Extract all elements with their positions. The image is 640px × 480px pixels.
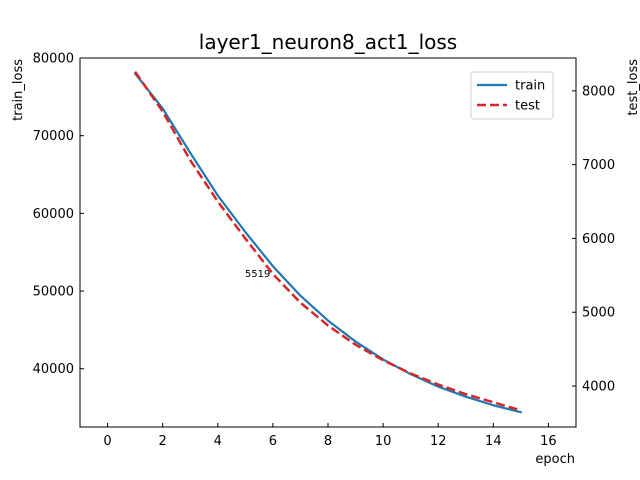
x-tick-label: 2: [159, 434, 167, 449]
left-y-axis-label: train_loss: [11, 59, 26, 121]
legend-label-train: train: [515, 79, 545, 94]
x-axis-label: epoch: [535, 452, 575, 467]
left-y-tick-label: 40000: [33, 362, 74, 377]
left-y-tick-label: 80000: [33, 52, 74, 67]
x-tick-label: 6: [269, 434, 277, 449]
legend-box: [470, 71, 554, 120]
right-y-tick-label: 6000: [582, 232, 615, 247]
plot-area: 0 2 4 6 8 10 12 14 16 40000 50000 60000 70000 80000 40…: [33, 52, 615, 450]
right-y-tick-label: 5000: [582, 306, 615, 321]
chart-title: layer1_neuron8_act1_loss: [199, 30, 457, 54]
legend: train test: [470, 71, 554, 120]
right-y-tick-label: 4000: [582, 380, 615, 395]
series-line-train: [134, 72, 522, 414]
series-line-test: [134, 70, 522, 412]
right-y-tick-label: 7000: [582, 158, 615, 173]
x-tick-label: 4: [214, 434, 222, 449]
x-tick-label: 16: [540, 434, 557, 449]
x-tick-label: 12: [430, 434, 447, 449]
x-tick-label: 14: [485, 434, 502, 449]
left-y-tick-label: 70000: [33, 129, 74, 144]
legend-label-test: test: [515, 99, 540, 114]
x-tick-label: 0: [103, 434, 111, 449]
right-y-axis-label: test_loss: [626, 59, 640, 116]
left-y-tick-label: 50000: [33, 285, 74, 300]
right-y-tick-label: 8000: [582, 84, 615, 99]
x-tick-label: 8: [324, 434, 332, 449]
x-tick-label: 10: [375, 434, 392, 449]
left-y-tick-label: 60000: [33, 207, 74, 222]
data-annotation: 5519: [245, 269, 270, 280]
